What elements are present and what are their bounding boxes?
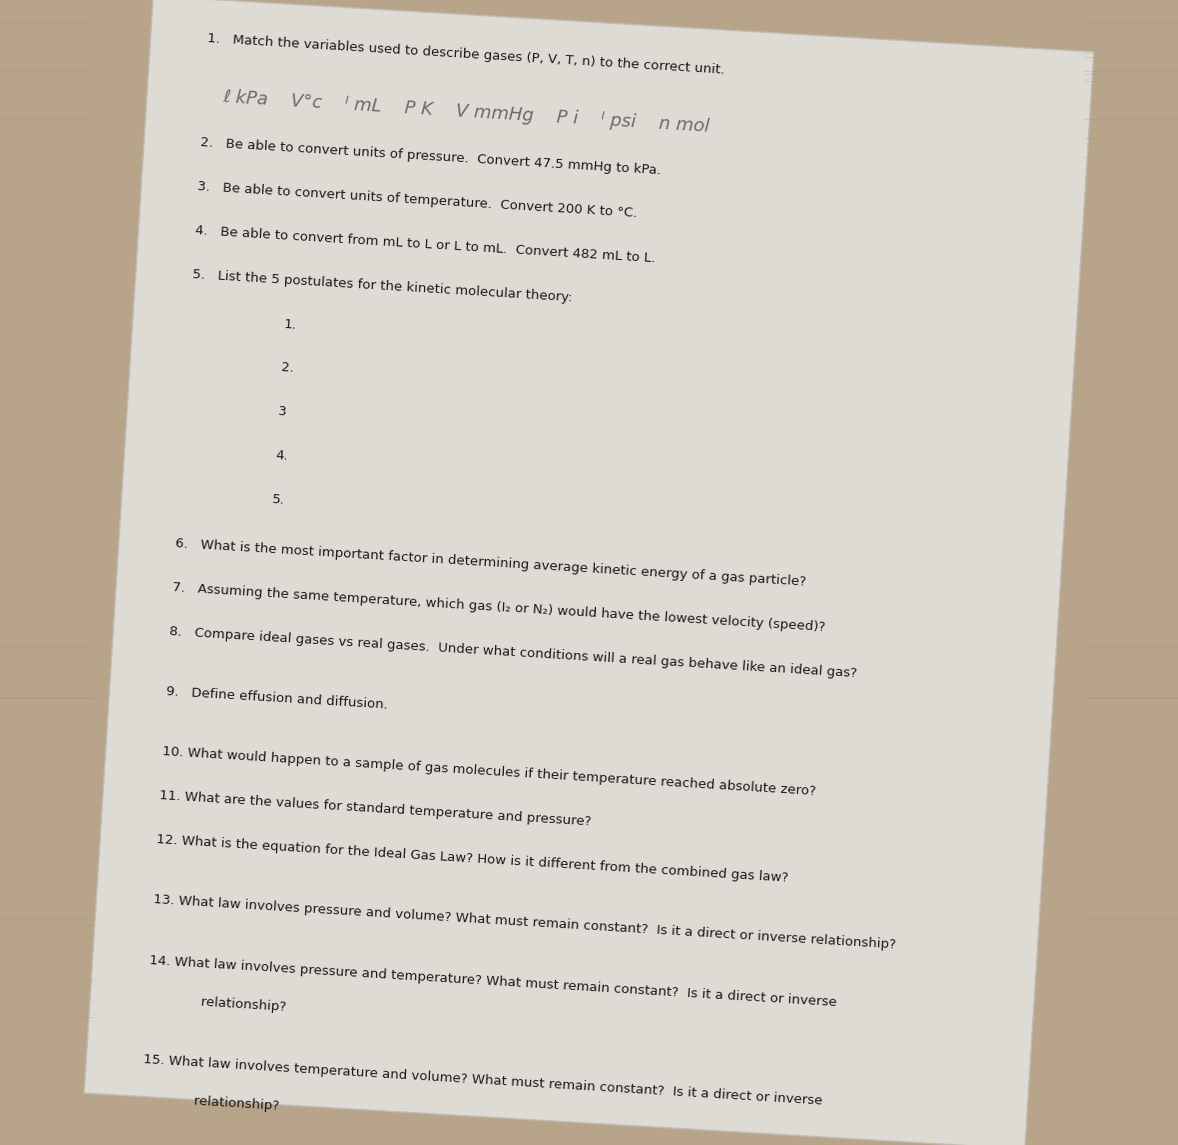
- Text: 3: 3: [278, 405, 287, 419]
- Text: 5.   List the 5 postulates for the kinetic molecular theory:: 5. List the 5 postulates for the kinetic…: [192, 268, 573, 305]
- Text: 8.   Compare ideal gases vs real gases.  Under what conditions will a real gas b: 8. Compare ideal gases vs real gases. Un…: [170, 625, 858, 680]
- Text: 6.   What is the most important factor in determining average kinetic energy of : 6. What is the most important factor in …: [176, 537, 807, 589]
- Text: 11. What are the values for standard temperature and pressure?: 11. What are the values for standard tem…: [159, 789, 591, 829]
- Text: 15. What law involves temperature and volume? What must remain constant?  Is it : 15. What law involves temperature and vo…: [143, 1052, 822, 1107]
- Text: 1.: 1.: [283, 317, 297, 331]
- Text: 1.   Match the variables used to describe gases (P, V, T, n) to the correct unit: 1. Match the variables used to describe …: [207, 32, 724, 77]
- Text: 7.   Assuming the same temperature, which gas (I₂ or N₂) would have the lowest v: 7. Assuming the same temperature, which …: [172, 581, 826, 633]
- Text: 5.: 5.: [272, 493, 285, 507]
- Text: ℓ kPa    V°c    ᴵ mL    P K    V mmHg    P i    ᴵ psi    n mol: ℓ kPa V°c ᴵ mL P K V mmHg P i ᴵ psi n mo…: [221, 88, 710, 136]
- Polygon shape: [84, 0, 1094, 1145]
- Text: relationship?: relationship?: [174, 994, 286, 1013]
- Text: 13. What law involves pressure and volume? What must remain constant?  Is it a d: 13. What law involves pressure and volum…: [153, 893, 895, 951]
- Text: 4.   Be able to convert from mL to L or L to mL.  Convert 482 mL to L.: 4. Be able to convert from mL to L or L …: [194, 224, 655, 266]
- Text: 14. What law involves pressure and temperature? What must remain constant?  Is i: 14. What law involves pressure and tempe…: [148, 954, 836, 1009]
- Text: 3.   Be able to convert units of temperature.  Convert 200 K to °C.: 3. Be able to convert units of temperatu…: [198, 181, 638, 220]
- Text: 12. What is the equation for the Ideal Gas Law? How is it different from the com: 12. What is the equation for the Ideal G…: [157, 834, 789, 885]
- Text: 9.   Define effusion and diffusion.: 9. Define effusion and diffusion.: [166, 685, 388, 711]
- Text: 2.: 2.: [280, 362, 293, 376]
- Text: 10. What would happen to a sample of gas molecules if their temperature reached : 10. What would happen to a sample of gas…: [161, 745, 816, 798]
- Text: 4.: 4.: [274, 449, 289, 463]
- Text: 2.   Be able to convert units of pressure.  Convert 47.5 mmHg to kPa.: 2. Be able to convert units of pressure.…: [200, 136, 662, 177]
- Text: relationship?: relationship?: [168, 1092, 280, 1113]
